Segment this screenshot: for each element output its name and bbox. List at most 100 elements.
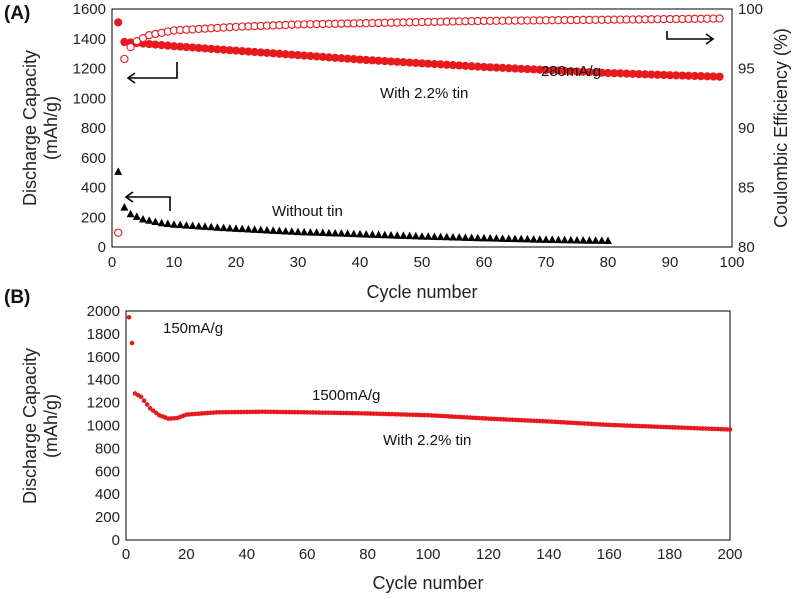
- x-tick-label: 180: [657, 546, 682, 563]
- capacity-point: [603, 68, 613, 78]
- triangle-point: [480, 233, 488, 242]
- capacity-point: [275, 49, 284, 58]
- triangle-point: [170, 220, 178, 228]
- panel-a-y2-tick-labels: 80 85 90 95 100: [738, 1, 763, 256]
- x-tick-label: 50: [414, 254, 431, 271]
- capacity-point: [455, 61, 464, 70]
- x-tick-label: 20: [178, 546, 195, 563]
- arrow-to-left-axis-upper: [126, 62, 178, 84]
- triangle-point: [263, 225, 271, 234]
- panel-a-ylabel-line1: Discharge Capacity: [20, 50, 40, 206]
- panel-a-label: (A): [4, 3, 30, 24]
- capacity-point: [405, 58, 414, 67]
- triangle-point: [331, 228, 340, 237]
- capacity-point: [244, 47, 253, 56]
- triangle-point: [579, 236, 588, 244]
- y2-tick-label: 80: [738, 239, 755, 256]
- capacity-point: [262, 48, 272, 57]
- triangle-point: [486, 234, 495, 242]
- triangle-point: [399, 231, 408, 239]
- capacity-point: [318, 52, 327, 61]
- y-tick-label: 800: [95, 440, 120, 457]
- capacity-point: [399, 58, 408, 67]
- capacity-point: [145, 39, 154, 49]
- x-tick-label: 100: [719, 254, 744, 271]
- triangle-point: [442, 232, 451, 241]
- capacity-point: [622, 69, 631, 78]
- capacity-point: [448, 61, 458, 70]
- triangle-point: [126, 209, 135, 218]
- triangle-point: [213, 223, 222, 231]
- capacity-point: [200, 44, 210, 53]
- capacity-point: [585, 67, 594, 77]
- y2-tick-label: 90: [738, 120, 755, 137]
- triangle-point: [281, 226, 290, 235]
- efficiency-point: [126, 42, 135, 52]
- triangle-point: [542, 235, 550, 243]
- capacity-point: [517, 64, 526, 73]
- triangle-point: [232, 224, 240, 232]
- capacity-point: [634, 69, 644, 79]
- panel-a-xlabel: Cycle number: [366, 282, 477, 302]
- x-tick-label: 200: [717, 546, 742, 563]
- y-tick-label: 400: [81, 180, 106, 197]
- triangle-point: [201, 222, 209, 230]
- capacity-point: [393, 57, 402, 66]
- triangle-point: [120, 203, 129, 211]
- capacity-point: [554, 66, 563, 75]
- capacity-point: [523, 64, 532, 74]
- capacity-point: [467, 62, 476, 71]
- triangle-point: [597, 236, 606, 244]
- triangle-point: [349, 229, 358, 238]
- x-tick-label: 0: [122, 546, 130, 563]
- capacity-point: [343, 54, 352, 63]
- triangle-point: [492, 234, 501, 242]
- triangle-point: [405, 231, 414, 240]
- triangle-point: [194, 221, 203, 230]
- capacity-point: [504, 64, 513, 73]
- triangle-point: [393, 231, 402, 239]
- capacity-point: [727, 427, 733, 432]
- triangle-point: [225, 223, 234, 232]
- arrow-to-right-axis: [666, 31, 715, 45]
- triangle-point: [374, 230, 383, 239]
- capacity-point: [647, 70, 656, 79]
- x-tick-label: 60: [299, 546, 316, 563]
- capacity-point: [715, 72, 724, 81]
- triangle-point: [312, 228, 321, 236]
- capacity-point: [151, 40, 160, 49]
- triangle-point: [139, 214, 147, 223]
- capacity-point: [269, 49, 278, 58]
- triangle-point: [436, 232, 445, 241]
- y-tick-label: 1800: [87, 326, 120, 343]
- triangle-point: [318, 228, 327, 237]
- x-tick-label: 80: [600, 254, 617, 271]
- triangle-point: [467, 233, 476, 242]
- capacity-point: [380, 56, 389, 66]
- capacity-point: [188, 43, 197, 52]
- capacity-point: [312, 52, 321, 61]
- triangle-point: [157, 218, 166, 227]
- panel-b-y-tick-labels: 0 200 400 600 800 1000 1200 1400 1600 1800 2000: [87, 303, 120, 549]
- y-tick-label: 2000: [87, 303, 120, 320]
- x-tick-label: 160: [597, 546, 622, 563]
- capacity-point: [138, 394, 144, 400]
- capacity-point: [182, 42, 191, 52]
- x-tick-label: 80: [359, 546, 376, 563]
- y-tick-label: 1400: [73, 31, 106, 48]
- y-tick-label: 0: [98, 239, 106, 256]
- panel-b-ylabel-line1: Discharge Capacity: [20, 348, 40, 504]
- capacity-point: [157, 41, 166, 50]
- y-tick-label: 1600: [73, 1, 106, 18]
- panel-a-y2label: Coulombic Efficiency (%): [771, 28, 791, 228]
- y2-tick-label: 95: [738, 61, 755, 78]
- triangle-point: [498, 234, 507, 242]
- capacity-point: [665, 71, 675, 80]
- capacity-point: [331, 53, 340, 62]
- capacity-point: [194, 43, 203, 53]
- annotation-rate-a: 280mA/g: [541, 63, 601, 80]
- capacity-point: [225, 46, 234, 55]
- capacity-point: [572, 67, 582, 76]
- triangle-point: [176, 220, 185, 229]
- capacity-point: [141, 398, 147, 403]
